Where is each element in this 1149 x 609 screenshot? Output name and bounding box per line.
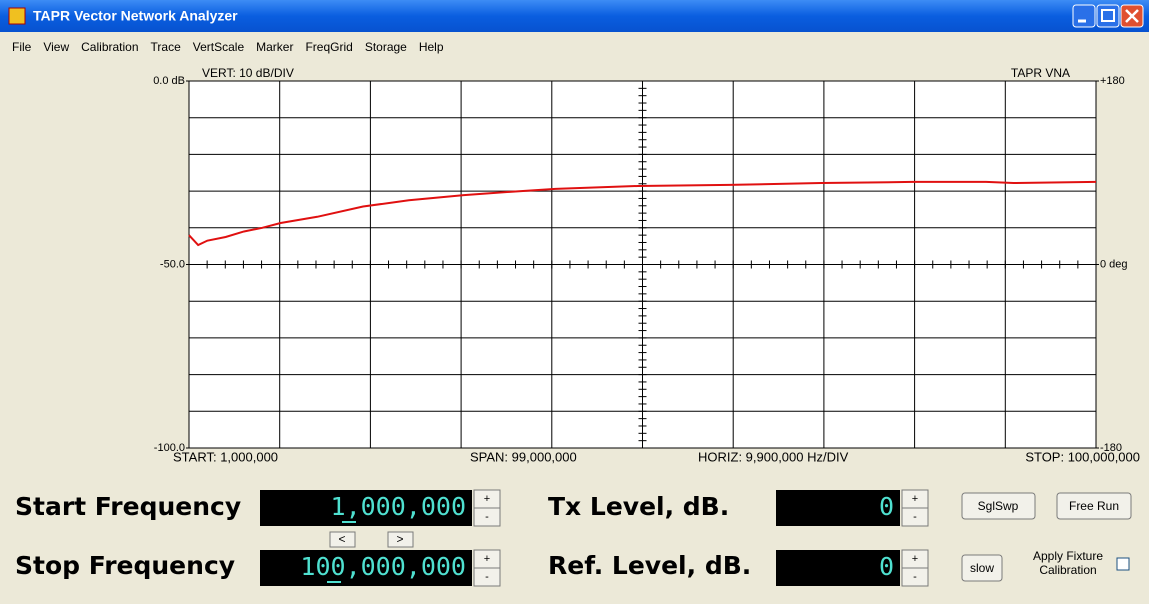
trace — [188, 180, 1097, 247]
menu-item[interactable]: Help — [419, 40, 444, 54]
spin-down[interactable] — [473, 507, 501, 527]
ref-label: Ref. Level, dB. — [548, 551, 751, 580]
fixture-label: Apply Fixture — [1033, 549, 1103, 563]
close-glyph — [1125, 9, 1139, 23]
spin-down-label: - — [913, 511, 917, 523]
spin-up-label: + — [484, 493, 490, 505]
tx-field[interactable] — [776, 490, 900, 526]
app-icon — [8, 7, 26, 25]
spin-up-label: + — [912, 553, 918, 565]
spin-down[interactable] — [901, 507, 929, 527]
menu-bar: File View Calibration Trace VertScale Marker F… — [12, 40, 444, 54]
stop-annotation: STOP: 100,000,000 — [1025, 449, 1140, 464]
left-button[interactable] — [329, 531, 356, 548]
right-button-label: > — [396, 532, 403, 546]
span-annotation: SPAN: 99,000,000 — [470, 449, 577, 464]
freerun-button[interactable] — [1056, 492, 1132, 520]
y-tick-label: -50.0 — [160, 258, 185, 270]
menu-item[interactable]: FreqGrid — [305, 40, 352, 54]
menu-item[interactable]: Marker — [256, 40, 293, 54]
start-field[interactable] — [260, 490, 472, 526]
start-value: 1,000,000 — [331, 492, 466, 521]
left-button-label: < — [338, 532, 345, 546]
maximize-button[interactable] — [1096, 4, 1120, 28]
stop-label: Stop Frequency — [15, 551, 235, 580]
window-title: TAPR Vector Network Analyzer — [33, 8, 238, 24]
plot: 0.0 dB -50.0 -100.0 +180 0 deg -180 VERT: 10 d… — [153, 66, 1140, 464]
menu-item[interactable]: Storage — [365, 40, 407, 54]
title-bar — [0, 0, 1149, 32]
spin-up-label: + — [484, 553, 490, 565]
tx-value: 0 — [879, 492, 894, 521]
ref-value: 0 — [879, 552, 894, 581]
fixture-checkbox[interactable] — [1116, 557, 1130, 571]
brand: TAPR VNA — [1011, 66, 1070, 80]
spin-down[interactable] — [901, 567, 929, 587]
vert-scale: VERT: 10 dB/DIV — [202, 66, 294, 80]
stop-field[interactable] — [260, 550, 472, 586]
spin-up-label: + — [912, 493, 918, 505]
right-button[interactable] — [387, 531, 414, 548]
sglswp-label: SglSwp — [978, 499, 1019, 513]
y2-tick-label: 0 deg — [1100, 258, 1128, 270]
stop-value: 100,000,000 — [300, 552, 466, 581]
minimize-button[interactable] — [1072, 4, 1096, 28]
tx-label: Tx Level, dB. — [548, 492, 729, 521]
maximize-glyph — [1101, 9, 1115, 22]
fixture-label: Calibration — [1039, 563, 1096, 577]
spin-down-label: - — [485, 511, 489, 523]
menu-item[interactable]: View — [43, 40, 69, 54]
start-annotation: START: 1,000,000 — [173, 449, 278, 464]
menu-item[interactable]: Calibration — [81, 40, 138, 54]
sglswp-button[interactable] — [961, 492, 1036, 520]
spin-down-label: - — [485, 571, 489, 583]
spin-down-label: - — [913, 571, 917, 583]
y-tick-label: 0.0 dB — [153, 75, 185, 87]
horiz-annotation: HORIZ: 9,900,000 Hz/DIV — [698, 449, 849, 464]
slow-button[interactable] — [961, 554, 1003, 582]
y2-tick-label: +180 — [1100, 75, 1125, 87]
start-label: Start Frequency — [15, 492, 241, 521]
menu-item[interactable]: VertScale — [193, 40, 245, 54]
freerun-label: Free Run — [1069, 499, 1119, 513]
ref-field[interactable] — [776, 550, 900, 586]
menu-item[interactable]: File — [12, 40, 32, 54]
y-tick-label: -100.0 — [154, 442, 185, 454]
grid — [189, 81, 1096, 448]
menu-item[interactable]: Trace — [151, 40, 182, 54]
y2-tick-label: -180 — [1100, 442, 1122, 454]
spin-down[interactable] — [473, 567, 501, 587]
slow-label: slow — [970, 561, 994, 575]
